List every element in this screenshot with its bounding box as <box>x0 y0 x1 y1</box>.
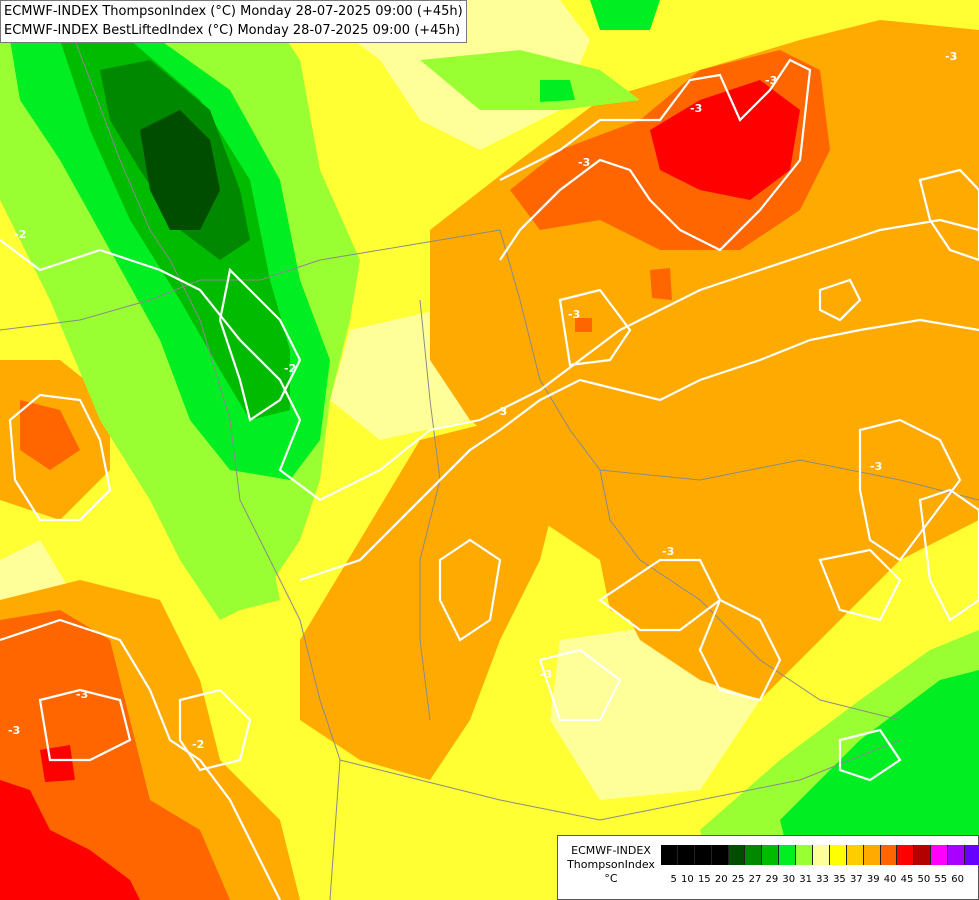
legend-tick-label: 27 <box>748 874 762 885</box>
field-dark-orange <box>650 268 672 300</box>
color-legend: ECMWF-INDEX ThompsonIndex °C 5 10 15 20 25 27… <box>557 835 979 900</box>
legend-unit: °C <box>604 872 618 885</box>
contour-label: -3 <box>8 724 20 737</box>
legend-tick-label: 55 <box>934 874 948 885</box>
contour-labels: -3 -3 -3 -3 -3 -2 -3 -3 -2 -3 -3 -3 -2 -… <box>8 50 957 751</box>
contour-label: -3 <box>662 545 674 558</box>
field-red <box>650 80 800 200</box>
legend-param: ThompsonIndex <box>567 858 655 871</box>
legend-header: ECMWF-INDEX ThompsonIndex °C <box>562 844 660 886</box>
legend-swatch <box>931 845 949 865</box>
field-lime <box>420 50 640 110</box>
field-dark-orange <box>0 610 230 900</box>
contour-label: -3 <box>76 688 88 701</box>
legend-swatch <box>846 845 864 865</box>
field-orange <box>600 560 690 630</box>
contour-label: -3 <box>540 668 552 681</box>
legend-tick-label: 39 <box>866 874 880 885</box>
legend-swatch <box>694 845 712 865</box>
map-title-box: ECMWF-INDEX ThompsonIndex (°C) Monday 28… <box>0 0 467 43</box>
legend-tick-label: 50 <box>917 874 931 885</box>
field-orange <box>300 420 560 780</box>
legend-tick-label: 31 <box>799 874 813 885</box>
legend-tick-label: 25 <box>731 874 745 885</box>
legend-swatch <box>677 845 695 865</box>
legend-swatch <box>863 845 881 865</box>
field-lime <box>230 550 280 610</box>
field-green <box>590 0 660 30</box>
field-darkest-green <box>140 110 220 230</box>
legend-tick-label: 30 <box>782 874 796 885</box>
legend-tick-label: 10 <box>681 874 694 885</box>
legend-swatch <box>728 845 746 865</box>
contour-label: -3 <box>578 156 590 169</box>
field-dark-orange <box>575 318 592 332</box>
legend-swatch <box>661 845 678 865</box>
legend-tick-label: 40 <box>883 874 897 885</box>
contour-label: -3 <box>765 74 777 87</box>
legend-swatch <box>914 845 932 865</box>
legend-swatch <box>897 845 915 865</box>
legend-tick-label: 5 <box>670 874 677 885</box>
legend-tick-label: 29 <box>765 874 779 885</box>
field-red <box>0 780 140 900</box>
legend-swatch <box>796 845 814 865</box>
legend-tick-label: 15 <box>697 874 711 885</box>
contour-label: -3 <box>568 308 580 321</box>
lifted-index-contours <box>0 58 979 900</box>
field-red <box>40 745 75 782</box>
legend-swatch <box>813 845 830 865</box>
contour-label: -3 <box>945 50 957 63</box>
contour-label: -2 <box>14 228 26 241</box>
contour-label: -2 <box>192 738 204 751</box>
legend-swatch <box>711 845 729 865</box>
legend-swatches <box>661 845 979 865</box>
legend-tick-label: 20 <box>714 874 728 885</box>
title-thompson-index: ECMWF-INDEX ThompsonIndex (°C) Monday 28… <box>4 4 463 19</box>
legend-tick-label: 37 <box>849 874 863 885</box>
title-best-lifted-index: ECMWF-INDEX BestLiftedIndex (°C) Monday … <box>4 23 461 38</box>
field-green <box>540 80 575 102</box>
legend-swatch <box>779 845 797 865</box>
legend-ticks: 5 10 15 20 25 27 29 30 31 33 35 37 39 40 45 50 55 60 <box>661 874 965 885</box>
legend-swatch <box>965 845 979 865</box>
legend-swatch <box>829 845 847 865</box>
contour-label: -3 <box>690 102 702 115</box>
contour-label: -3 <box>495 405 507 418</box>
legend-tick-label: 35 <box>833 874 846 885</box>
legend-tick-label: 45 <box>900 874 914 885</box>
legend-tick-label: 60 <box>951 874 965 885</box>
contour-label: -3 <box>870 460 882 473</box>
legend-model: ECMWF-INDEX <box>571 844 651 857</box>
legend-swatch <box>762 845 780 865</box>
legend-swatch <box>745 845 763 865</box>
field-dark-orange <box>20 400 80 470</box>
legend-swatch <box>880 845 898 865</box>
contour-label: -2 <box>284 362 296 375</box>
legend-tick-label: 33 <box>816 874 829 885</box>
legend-swatch <box>948 845 966 865</box>
